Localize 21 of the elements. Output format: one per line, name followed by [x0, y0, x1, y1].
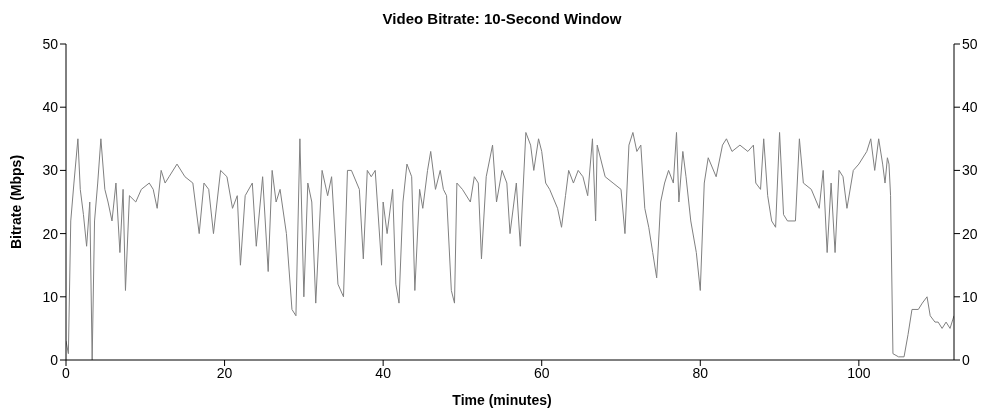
- y2-tick-label: 40: [962, 99, 978, 116]
- y2-tick-label: 0: [962, 351, 970, 368]
- y2-tick-label: 30: [962, 162, 978, 179]
- y-tick-label: 30: [42, 162, 59, 179]
- y2-tick-label: 20: [962, 225, 978, 242]
- y2-tick-label: 10: [962, 288, 978, 305]
- y-tick-label: 0: [50, 351, 59, 368]
- x-tick-label: 60: [533, 364, 550, 381]
- y-tick-label: 20: [42, 225, 59, 242]
- x-tick-label: 100: [847, 364, 871, 381]
- y-axis-title: Bitrate (Mbps): [7, 154, 24, 250]
- x-tick-label: 80: [692, 364, 709, 381]
- x-axis-title: Time (minutes): [451, 392, 553, 408]
- x-tick-label: 40: [375, 364, 392, 381]
- y-tick-label: 40: [42, 99, 59, 116]
- chart-title: Video Bitrate: 10-Second Window: [381, 9, 623, 29]
- y-tick-label: 10: [42, 288, 59, 305]
- y-tick-label: 50: [42, 35, 59, 52]
- y2-tick-label: 50: [962, 35, 978, 52]
- x-tick-label: 0: [62, 364, 71, 381]
- x-tick-label: 20: [216, 364, 233, 381]
